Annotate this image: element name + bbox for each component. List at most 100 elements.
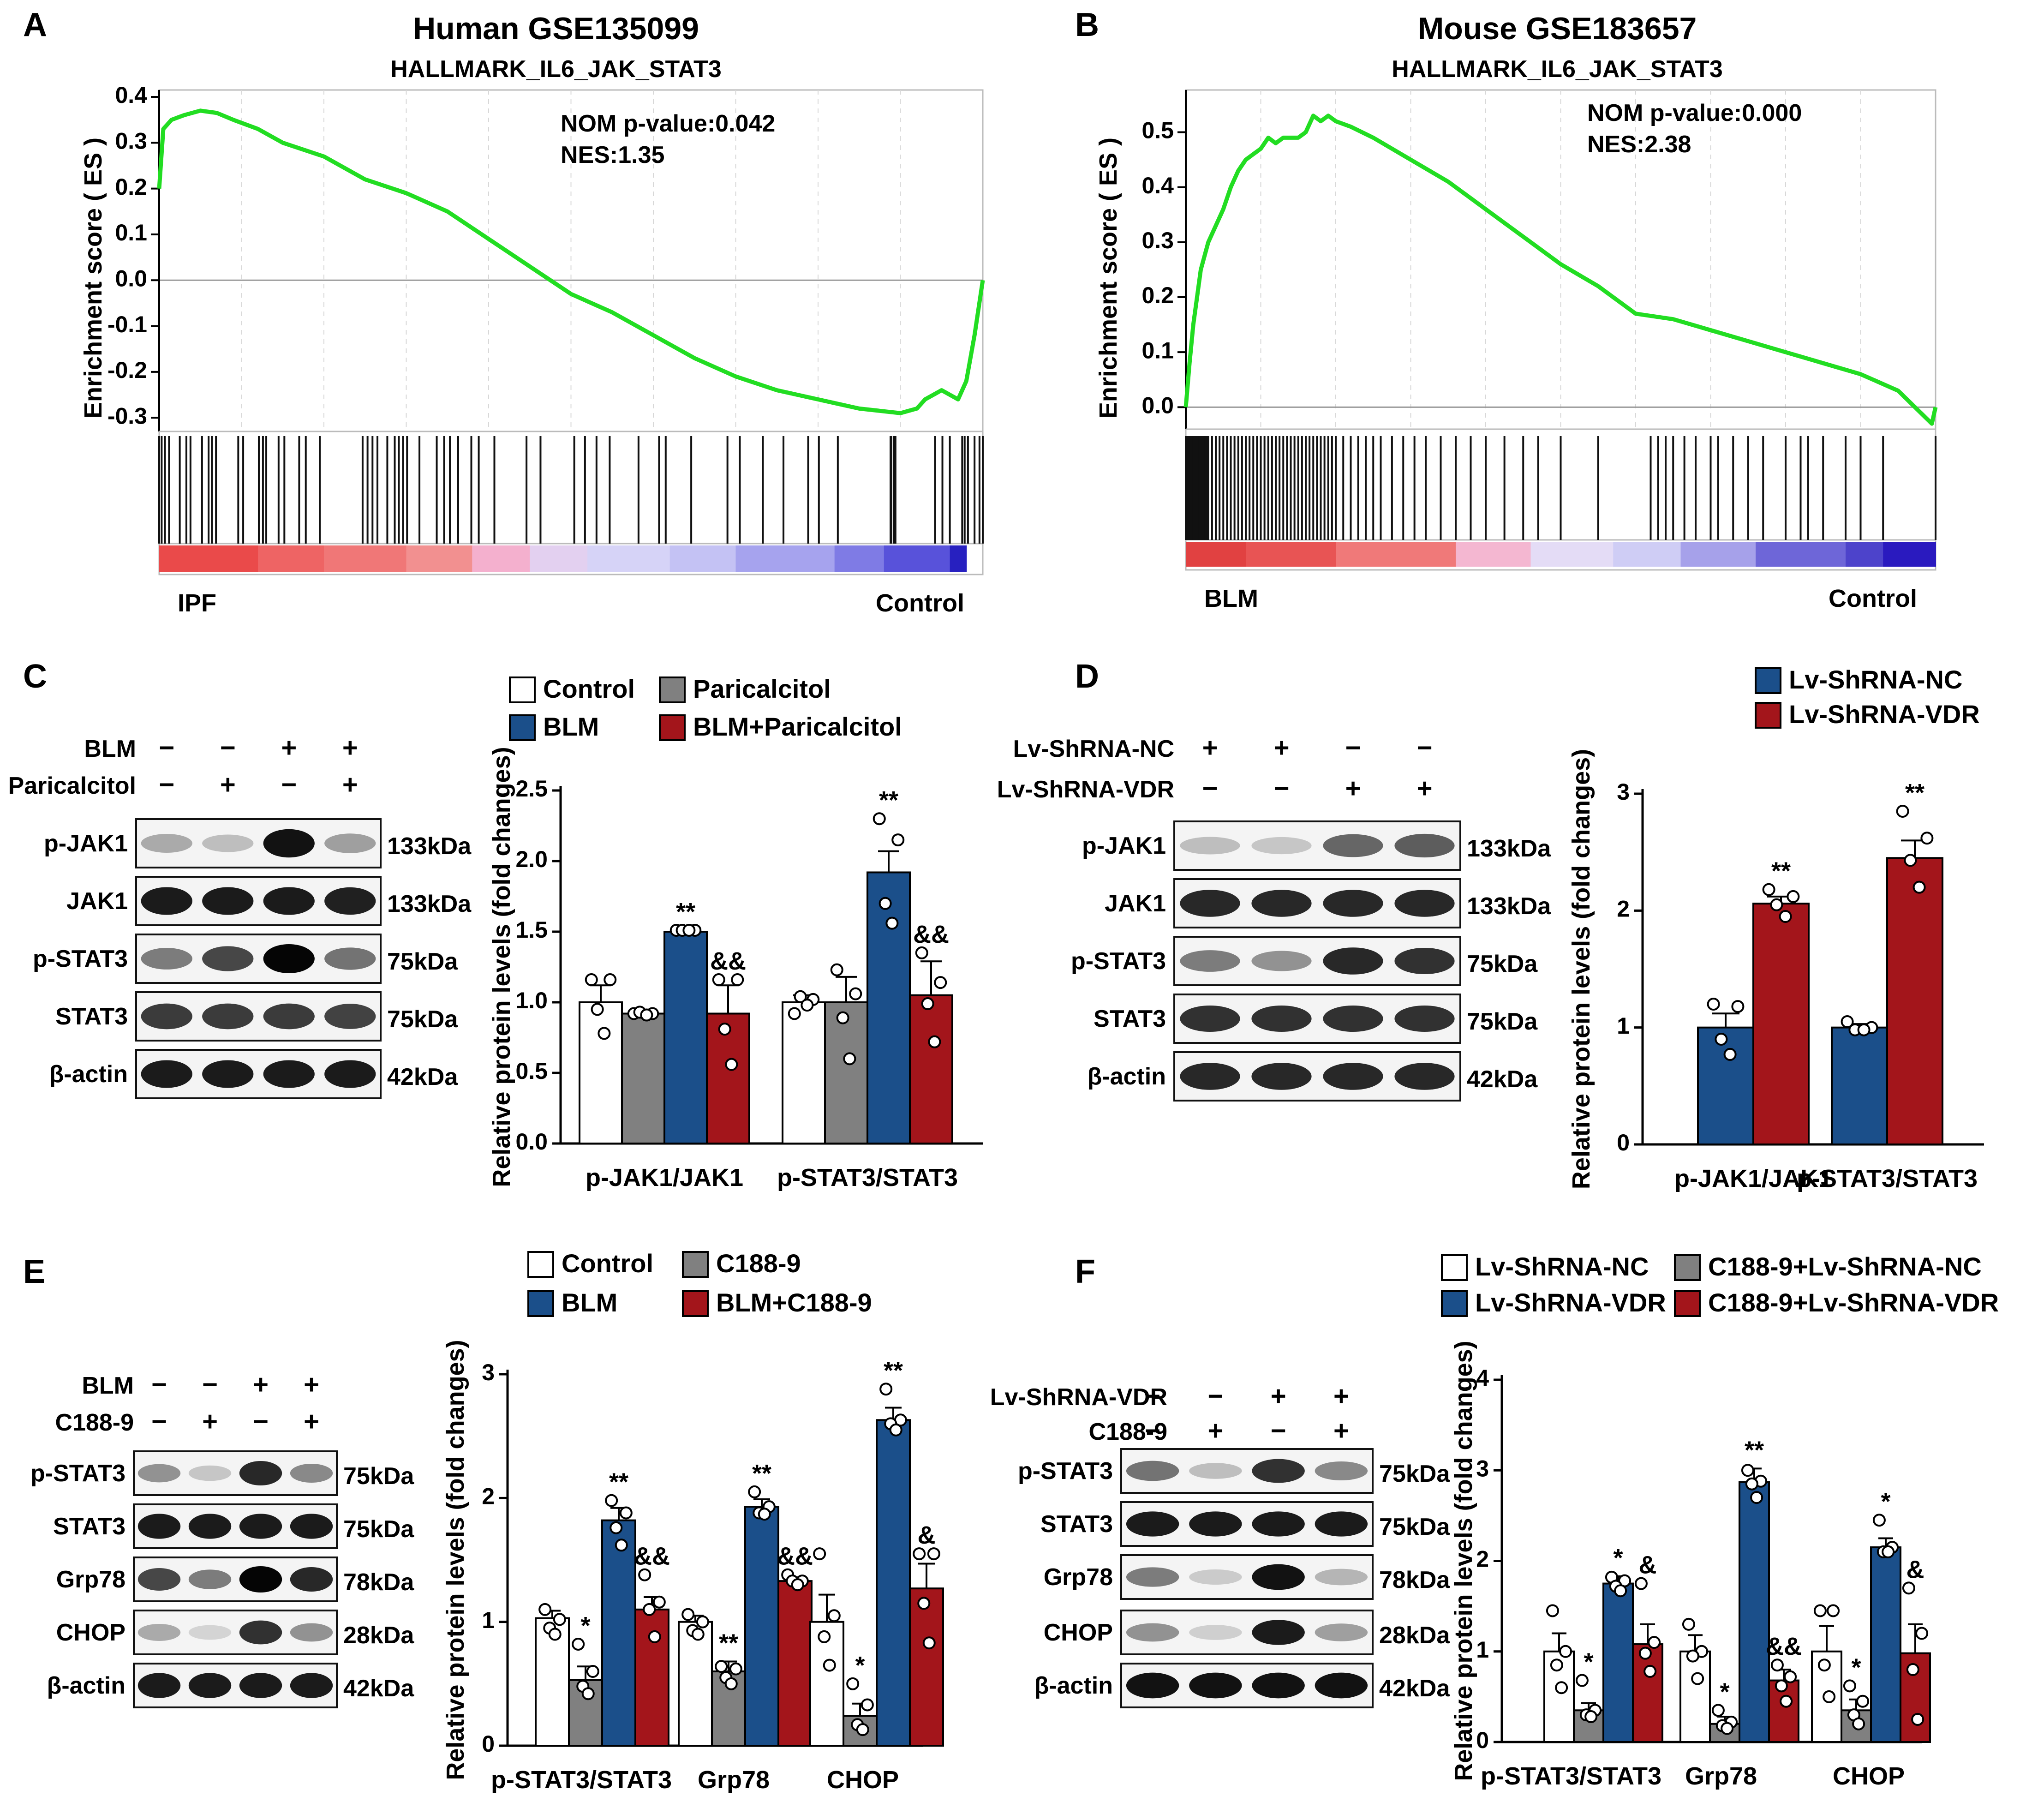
data-point bbox=[1644, 1664, 1657, 1678]
legend-label: C188-9+Lv-ShRNA-NC bbox=[1708, 1252, 1982, 1281]
data-point bbox=[1770, 1658, 1784, 1672]
legend-label: Control bbox=[543, 674, 635, 703]
data-point bbox=[610, 1521, 623, 1534]
legend-label: BLM bbox=[543, 712, 599, 741]
data-point bbox=[889, 1423, 902, 1437]
data-point bbox=[712, 973, 725, 987]
y-tick-label: 2.0 bbox=[515, 846, 548, 872]
protein-label: p-JAK1 bbox=[44, 830, 128, 857]
treatment-label: Lv-ShRNA-VDR bbox=[990, 1384, 1167, 1411]
data-point bbox=[598, 1027, 611, 1040]
y-tick-label: -0.2 bbox=[108, 357, 147, 383]
treatment-sign: − bbox=[220, 733, 236, 763]
blot-band bbox=[263, 1003, 315, 1030]
data-point bbox=[827, 1609, 841, 1622]
treatment-label: Paricalcitol bbox=[8, 772, 136, 799]
data-point bbox=[1648, 1636, 1661, 1649]
treatment-sign: − bbox=[281, 770, 297, 800]
data-point bbox=[1731, 1000, 1745, 1013]
bar bbox=[909, 994, 953, 1144]
treatment-sign: − bbox=[202, 1370, 218, 1400]
blot-band bbox=[324, 887, 376, 915]
blot-band bbox=[1323, 890, 1383, 917]
data-point bbox=[1691, 1672, 1704, 1685]
blot-strip bbox=[1120, 1610, 1374, 1655]
rank-colorbar-segment bbox=[1186, 542, 1246, 567]
rank-colorbar-segment bbox=[324, 545, 407, 572]
x-category-label: p-STAT3/STAT3 bbox=[491, 1766, 672, 1794]
treatment-sign: − bbox=[1145, 1416, 1160, 1446]
treatment-sign: + bbox=[304, 1370, 319, 1400]
data-point bbox=[813, 1547, 826, 1561]
legend-swatch bbox=[1674, 1290, 1701, 1317]
molecular-weight-label: 75kDa bbox=[343, 1516, 414, 1543]
blot-band bbox=[1126, 1511, 1179, 1537]
bar bbox=[824, 1001, 868, 1144]
treatment-label: BLM bbox=[84, 736, 136, 762]
blot-band bbox=[324, 1060, 376, 1088]
bar bbox=[744, 1506, 779, 1747]
data-point bbox=[1882, 1545, 1895, 1558]
data-point bbox=[846, 1677, 860, 1690]
legend-swatch bbox=[527, 1251, 554, 1278]
data-point bbox=[715, 1660, 728, 1673]
treatment-sign: + bbox=[1333, 1416, 1349, 1446]
molecular-weight-label: 75kDa bbox=[387, 948, 458, 975]
data-point bbox=[640, 1008, 653, 1022]
bar bbox=[1752, 903, 1810, 1145]
data-point bbox=[1911, 1712, 1924, 1726]
y-axis-label: Relative protein levels (fold changes) bbox=[488, 747, 515, 1187]
y-axis-label: Enrichment score ( ES ) bbox=[79, 138, 107, 419]
panel-d-bar-chart: Lv-ShRNA-NC Lv-ShRNA-VDR 0 1 2 3 Relative prot… bbox=[1567, 665, 1984, 1192]
rank-colorbar-segment bbox=[950, 545, 967, 572]
bar bbox=[1768, 1679, 1799, 1743]
data-point bbox=[921, 997, 934, 1011]
legend-label: BLM+C188-9 bbox=[716, 1288, 872, 1317]
blot-band bbox=[1252, 1511, 1305, 1537]
bar bbox=[1602, 1582, 1634, 1743]
rank-colorbar-segment bbox=[1530, 542, 1614, 567]
rank-colorbar-segment bbox=[258, 545, 324, 572]
legend-swatch bbox=[509, 677, 536, 703]
blot-band bbox=[1251, 890, 1312, 917]
rank-colorbar-segment bbox=[669, 545, 736, 572]
rank-colorbar-segment bbox=[1756, 542, 1846, 567]
blot-strip bbox=[1120, 1554, 1374, 1600]
data-point bbox=[928, 1035, 941, 1048]
significance-mark: ** bbox=[676, 898, 695, 926]
data-point bbox=[1779, 910, 1792, 923]
blot-band bbox=[290, 1623, 333, 1642]
data-point bbox=[873, 812, 886, 826]
y-axis-label: Relative protein levels (fold changes) bbox=[1567, 749, 1595, 1189]
blot-band bbox=[137, 1568, 181, 1591]
blot-band bbox=[1126, 1461, 1179, 1481]
blot-band bbox=[239, 1514, 282, 1539]
protein-label: β-actin bbox=[1088, 1063, 1166, 1090]
legend-swatch bbox=[509, 714, 536, 741]
protein-label: β-actin bbox=[49, 1061, 128, 1088]
bar bbox=[1739, 1481, 1770, 1743]
treatment-sign: + bbox=[1271, 1381, 1286, 1411]
data-point bbox=[1555, 1681, 1568, 1694]
significance-mark: ** bbox=[879, 786, 898, 814]
bar bbox=[1697, 1026, 1754, 1146]
chart-title: Mouse GSE183657 bbox=[1418, 11, 1697, 46]
data-point bbox=[718, 1023, 731, 1036]
blot-band bbox=[290, 1673, 333, 1698]
treatment-label: Lv-ShRNA-VDR bbox=[997, 776, 1174, 803]
blot-band bbox=[1315, 1569, 1368, 1586]
data-point bbox=[836, 1011, 849, 1024]
x-category-label: p-STAT3/STAT3 bbox=[1797, 1165, 1978, 1192]
blot-band bbox=[141, 1060, 192, 1088]
data-point bbox=[856, 1723, 869, 1736]
bar bbox=[867, 871, 911, 1144]
panel-d-western-blot: D Lv-ShRNA-NC + + − − Lv-ShRNA-VDR − − + + p-JAK1 13… bbox=[997, 658, 1551, 1102]
blot-band bbox=[202, 946, 254, 971]
significance-mark: * bbox=[1613, 1544, 1623, 1572]
rank-colorbar-segment bbox=[884, 545, 950, 572]
data-point bbox=[1856, 1694, 1870, 1708]
y-tick-label: 0.5 bbox=[515, 1058, 548, 1084]
bar bbox=[782, 1001, 826, 1144]
blot-band bbox=[239, 1461, 282, 1486]
